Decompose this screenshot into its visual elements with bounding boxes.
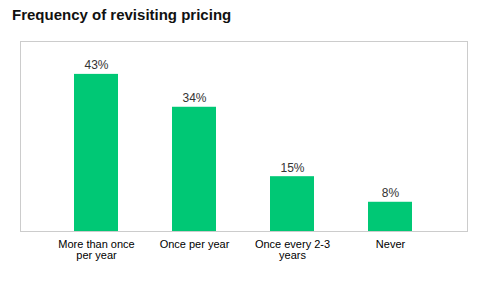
svg-text:34%: 34%	[182, 91, 206, 105]
svg-text:Once every 2-3years: Once every 2-3years	[255, 238, 330, 261]
svg-text:15%: 15%	[280, 161, 304, 175]
html-text:Frequency of revisiting pricin: Frequency of revisiting pricing	[12, 6, 232, 23]
svg-text:8%: 8%	[382, 186, 400, 200]
svg-text:Never: Never	[376, 238, 406, 250]
svg-text:43%: 43%	[84, 58, 108, 72]
svg-text:Once per year: Once per year	[160, 238, 230, 250]
svg-text:More than onceper year: More than onceper year	[58, 238, 134, 261]
